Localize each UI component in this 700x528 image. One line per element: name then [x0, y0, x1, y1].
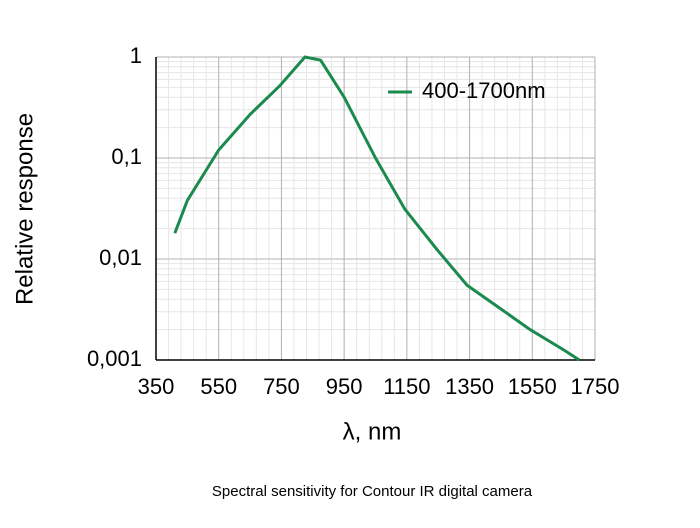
x-tick-label: 1750: [571, 374, 620, 399]
x-axis-label: λ, nm: [343, 418, 402, 445]
y-tick-label: 0,001: [87, 346, 142, 371]
caption: Spectral sensitivity for Contour IR digi…: [212, 483, 533, 500]
x-tick-label: 1550: [508, 374, 557, 399]
data-line: [173, 55, 581, 362]
legend-label: 400-1700nm: [422, 78, 546, 103]
x-tick-label: 750: [263, 374, 300, 399]
y-axis-label: Relative response: [11, 113, 38, 305]
y-tick-label: 0,1: [111, 144, 142, 169]
x-tick-label: 350: [138, 374, 175, 399]
y-tick-label: 0,01: [99, 245, 142, 270]
x-tick-label: 1150: [383, 374, 430, 399]
x-tick-label: 1350: [445, 374, 494, 399]
y-tick-label: 1: [130, 43, 142, 68]
x-tick-label: 550: [200, 374, 237, 399]
x-tick-label: 950: [326, 374, 363, 399]
